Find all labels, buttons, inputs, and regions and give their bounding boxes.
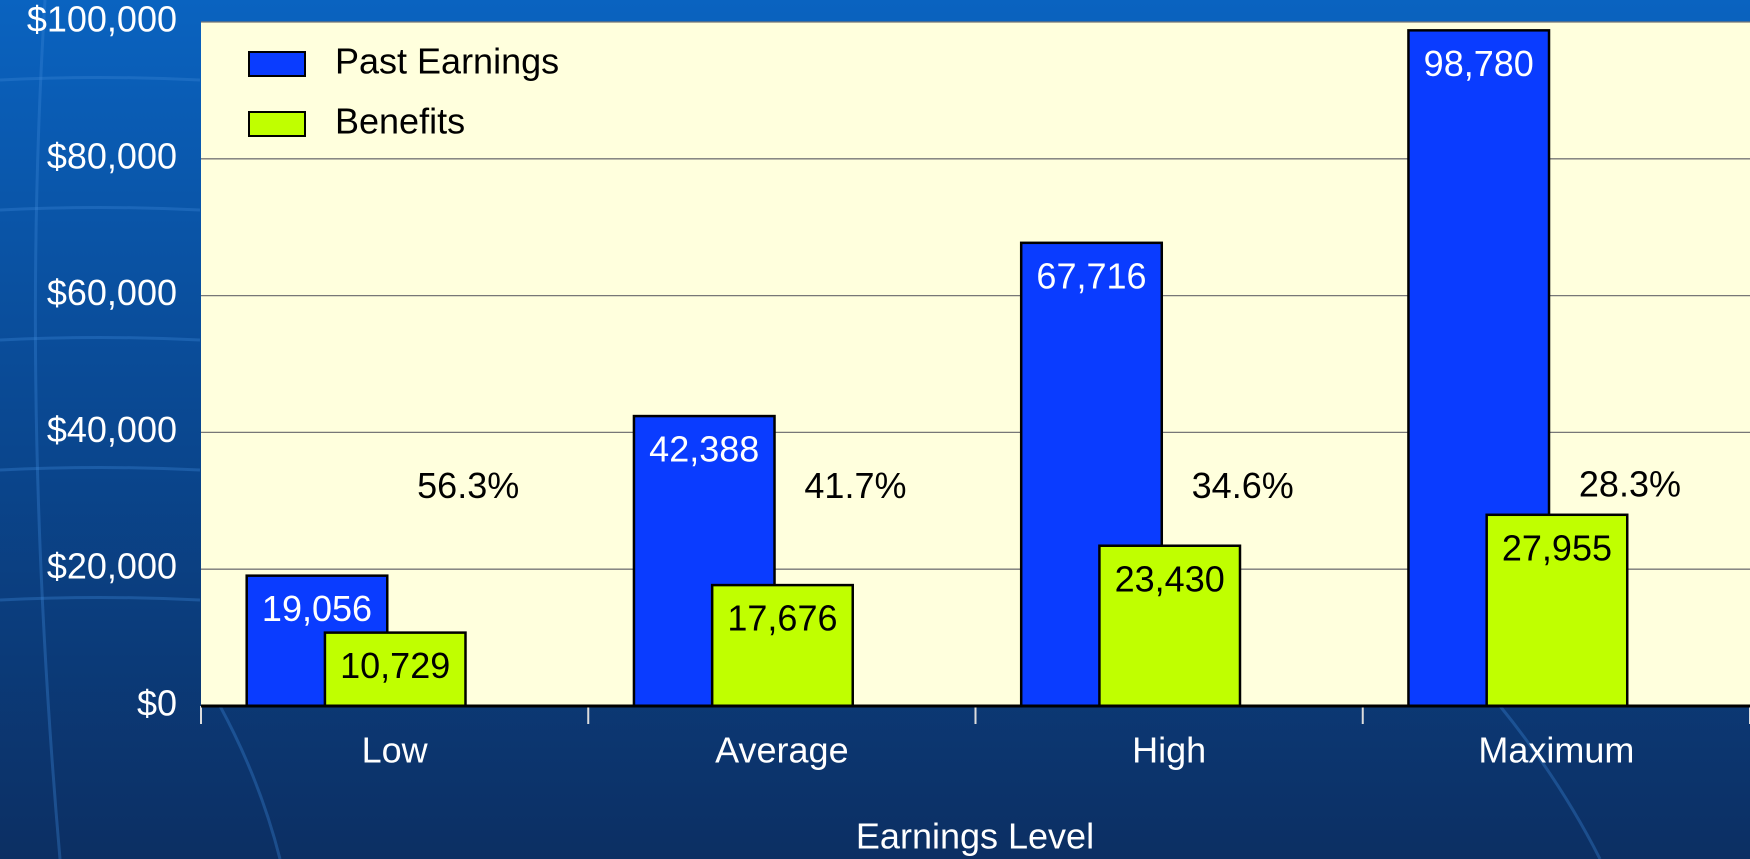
y-tick-label: $80,000: [47, 135, 177, 176]
annotation: 56.3%: [417, 465, 519, 506]
data-label: 19,056: [262, 588, 372, 629]
x-tick-label: Low: [362, 730, 429, 771]
legend-label: Benefits: [335, 101, 465, 142]
data-label: 27,955: [1502, 527, 1612, 568]
x-tick-label: Average: [715, 730, 848, 771]
x-axis-label: Earnings Level: [856, 816, 1094, 857]
legend-swatch: [248, 51, 306, 77]
data-label: 98,780: [1424, 43, 1534, 84]
data-label: 23,430: [1115, 558, 1225, 599]
data-label: 42,388: [649, 429, 759, 470]
legend-swatch: [248, 111, 306, 137]
y-tick-label: $100,000: [27, 0, 177, 40]
x-tick-label: Maximum: [1478, 730, 1634, 771]
data-label: 17,676: [727, 598, 837, 639]
annotation: 28.3%: [1579, 463, 1681, 504]
annotation: 41.7%: [804, 465, 906, 506]
y-tick-label: $20,000: [47, 546, 177, 587]
bar: [710, 583, 854, 708]
background-decoration: [0, 0, 1602, 859]
data-label: 67,716: [1036, 255, 1146, 296]
y-tick-label: $40,000: [47, 409, 177, 450]
x-tick-label: High: [1132, 730, 1206, 771]
annotation: 34.6%: [1192, 465, 1294, 506]
bar: [323, 631, 467, 708]
data-label: 10,729: [340, 645, 450, 686]
legend-label: Past Earnings: [335, 41, 559, 82]
y-tick-label: $0: [137, 683, 177, 724]
bar: [1485, 513, 1629, 708]
y-tick-label: $60,000: [47, 272, 177, 313]
